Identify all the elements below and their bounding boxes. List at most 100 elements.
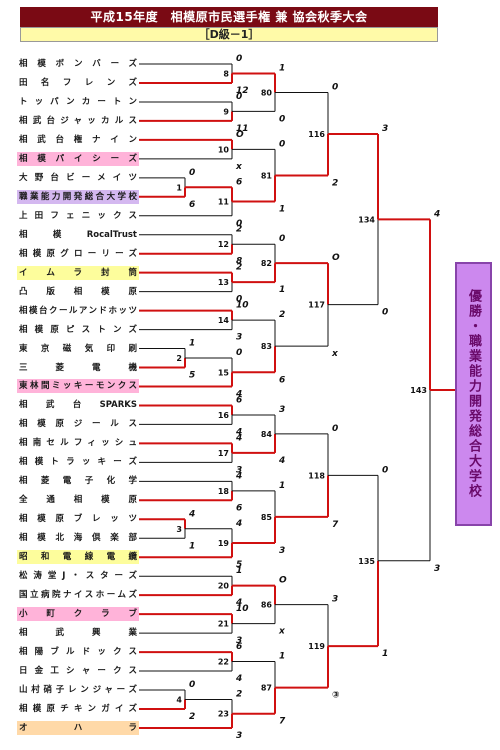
score-bottom: x xyxy=(331,349,339,359)
team-name: 上田フェニックス xyxy=(19,210,137,221)
score-bottom: 11 xyxy=(236,124,249,134)
score-bottom: 3 xyxy=(236,333,242,343)
team-name: 山村硝子レンジャーズ xyxy=(19,685,137,695)
game-number: 143 xyxy=(410,386,427,395)
score-bottom: 1 xyxy=(382,649,388,659)
game-number: 11 xyxy=(218,198,230,207)
score-top: 0 xyxy=(236,54,242,64)
game-number: 14 xyxy=(218,316,230,325)
team-name: 昭和電線電纜 xyxy=(17,550,139,565)
team-name: 三菱電機 xyxy=(19,362,137,373)
score-bottom: 3 xyxy=(434,564,440,574)
score-top: 1 xyxy=(279,63,285,73)
team-name: 田名フレンズ xyxy=(19,77,137,88)
game-number: 23 xyxy=(218,710,229,719)
team-name: 相菱電子化学 xyxy=(19,476,137,487)
score-top: 4 xyxy=(188,509,195,519)
score-bottom: 4 xyxy=(235,427,242,437)
score-top: 10 xyxy=(236,604,249,614)
score-top: 0 xyxy=(279,139,285,149)
score-top: 0 xyxy=(382,465,388,475)
score-bottom: 0 xyxy=(236,219,242,229)
tournament-title: 平成15年度 相模原市民選手権 兼 協会秋季大会 xyxy=(20,7,438,27)
game-number: 118 xyxy=(308,471,325,480)
score-bottom: 3 xyxy=(236,731,242,741)
team-name: 凸版相模原 xyxy=(19,286,137,297)
score-bottom: 4 xyxy=(278,456,285,466)
score-top: 2 xyxy=(236,689,242,699)
game-number: 15 xyxy=(218,368,230,377)
score-bottom: 3 xyxy=(236,465,242,475)
game-number: 16 xyxy=(218,411,230,420)
team-name: 相模北海倶楽部 xyxy=(19,533,137,544)
game-number: 81 xyxy=(261,171,273,180)
score-top: 1 xyxy=(279,652,285,662)
score-bottom: 12 xyxy=(236,86,249,96)
score-bottom: x xyxy=(235,162,243,172)
team-name: 相武興業 xyxy=(19,628,137,639)
team-name: 相模RocalTrust xyxy=(19,229,137,240)
game-number: 117 xyxy=(308,301,325,310)
champion-label: 優勝・職業能力開発総合大学校 xyxy=(466,289,481,499)
team-name: 小町クラブ xyxy=(17,607,139,622)
game-number: 134 xyxy=(358,215,375,224)
game-number: 83 xyxy=(261,342,272,351)
game-number: 84 xyxy=(261,430,273,439)
champion-box: 優勝・職業能力開発総合大学校 xyxy=(455,262,492,526)
score-top: 2 xyxy=(236,225,242,235)
team-name: 松涛堂J・スターズ xyxy=(19,571,137,582)
team-name: 相模原ジールス xyxy=(19,419,137,430)
score-top: 10 xyxy=(236,301,249,311)
score-bottom: 0 xyxy=(279,114,285,124)
score-bottom: 7 xyxy=(332,520,339,530)
score-bottom: 2 xyxy=(332,178,338,188)
score-top: 0 xyxy=(236,92,242,102)
team-name: 相模トラッキーズ xyxy=(19,457,137,468)
game-number: 19 xyxy=(218,539,230,548)
team-name: 相模原ブレッツ xyxy=(19,514,137,525)
team-name: 職業能力開発総合大学校 xyxy=(17,189,139,204)
game-number: 20 xyxy=(218,582,230,591)
score-top: 1 xyxy=(236,566,242,576)
score-bottom: 8 xyxy=(236,257,242,267)
game-number: 4 xyxy=(176,695,182,704)
score-bottom: 6 xyxy=(279,375,285,385)
team-name: 相武台ジャッカルス xyxy=(19,115,137,126)
score-top: 4 xyxy=(235,433,242,443)
score-bottom: 0 xyxy=(236,295,242,305)
game-number: 87 xyxy=(261,684,272,693)
team-name: 相陽ブルドックス xyxy=(19,647,137,658)
team-name: 大野台ビーメイツ xyxy=(19,172,137,183)
game-number: 22 xyxy=(218,658,229,667)
score-top: O xyxy=(236,130,244,140)
game-number: 9 xyxy=(223,107,229,116)
team-name: 東京磁気印刷 xyxy=(19,343,137,354)
score-bottom: 5 xyxy=(189,371,195,381)
team-name: 相武台SPARKS xyxy=(19,400,137,411)
game-number: 18 xyxy=(218,487,230,496)
game-number: 116 xyxy=(308,130,325,139)
game-number: 119 xyxy=(308,642,325,651)
game-number: 21 xyxy=(218,620,230,629)
game-number: 82 xyxy=(261,259,272,268)
score-bottom: 1 xyxy=(279,285,285,295)
game-number: 1 xyxy=(176,183,182,192)
score-bottom: 4 xyxy=(235,598,242,608)
score-bottom: 0 xyxy=(382,308,388,318)
team-name: 相模原グローリーズ xyxy=(19,248,137,259)
score-top: O xyxy=(332,253,340,263)
team-name: 全通相模原 xyxy=(19,495,137,506)
score-bottom: 1 xyxy=(189,541,195,551)
score-top: 1 xyxy=(189,339,195,349)
score-top: 1 xyxy=(279,481,285,491)
team-name: 相南セルフィッシュ xyxy=(19,438,137,449)
score-top: 0 xyxy=(279,234,285,244)
score-top: 2 xyxy=(236,263,242,273)
score-bottom: 4 xyxy=(235,389,242,399)
score-top: 2 xyxy=(279,310,285,320)
team-name: オハラ xyxy=(17,720,139,735)
score-top: 6 xyxy=(236,177,242,187)
game-number: 135 xyxy=(358,557,375,566)
team-name: 相模ボンバーズ xyxy=(19,59,137,69)
